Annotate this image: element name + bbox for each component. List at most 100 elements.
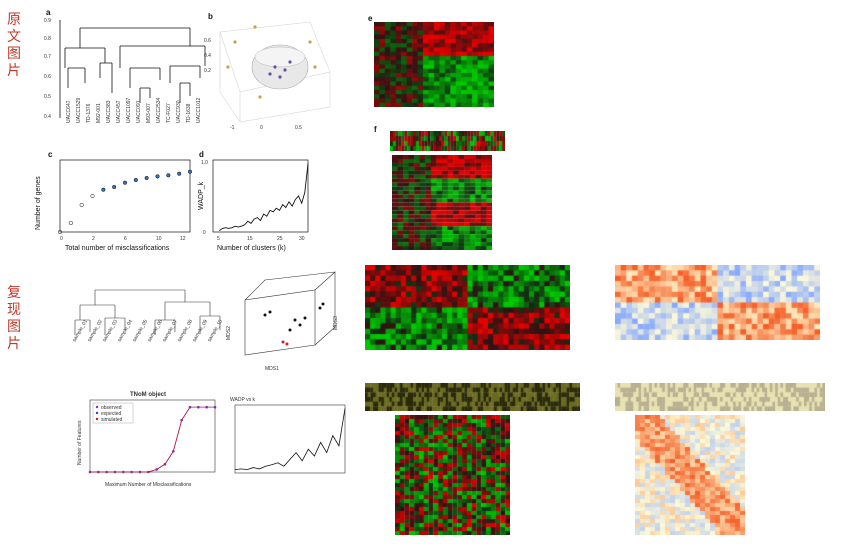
orig-heatmap-f-strip [390, 131, 505, 151]
panel-e-letter: e [368, 14, 373, 23]
c-point [177, 171, 182, 176]
svg-text:0: 0 [203, 230, 206, 236]
svg-text:UACC647: UACC647 [66, 100, 72, 123]
panel-d-letter: d [199, 150, 204, 159]
svg-text:UACC383: UACC383 [106, 100, 112, 123]
d-ylabel: WADP_k [198, 181, 205, 210]
dendrogram-leaf-labels: UACC647 UACC1529 TD-1376 M92-001 UACC383… [66, 97, 202, 123]
svg-text:12: 12 [180, 236, 186, 242]
c-xlabel: Total number of misclassifications [65, 245, 170, 252]
svg-text:observed: observed [101, 405, 122, 411]
repro-heatmap-rg-strip [365, 383, 580, 411]
tnom-title: TNoM object [130, 392, 166, 398]
svg-text:TD-1638: TD-1638 [186, 103, 192, 123]
svg-text:6: 6 [124, 236, 127, 242]
d-series-line [219, 163, 309, 231]
orig-chart-c: Total number of misclassifications Numbe… [35, 159, 193, 252]
orig-dendrogram: UACC647 UACC1529 TD-1376 M92-001 UACC383… [44, 18, 206, 123]
orig-panel-c: c Total number of misclassifications Num… [30, 150, 200, 255]
repro-wadp-panel: WADP vs k [225, 395, 350, 485]
svg-text:0.6: 0.6 [44, 74, 51, 80]
svg-text:0.9: 0.9 [44, 18, 51, 24]
svg-text:UACC930: UACC930 [176, 100, 182, 123]
c-point [79, 202, 84, 208]
panel-c-letter: c [48, 150, 53, 159]
repro-wadp-chart: WADP vs k [230, 397, 346, 474]
svg-text:0.7: 0.7 [44, 54, 51, 60]
svg-text:sample_10: sample_10 [207, 319, 225, 343]
svg-text:TC-F027: TC-F027 [166, 103, 172, 123]
repro-heatmap-rg-bottom [395, 415, 510, 535]
svg-text:MDS3: MDS3 [333, 316, 339, 330]
orig-panel-b: b 0.6 0.4 0.2 -1 0 0.5 [200, 12, 340, 132]
c-ylabel: Number of genes [35, 176, 42, 230]
orig-3d-scatter: 0.6 0.4 0.2 -1 0 0.5 [204, 21, 331, 131]
svg-text:0.4: 0.4 [204, 53, 211, 59]
repro-mds-panel: MDS1 MDS2 MDS3 [225, 270, 355, 380]
svg-text:-1: -1 [230, 125, 235, 131]
d-xlabel: Number of clusters (k) [217, 245, 286, 252]
svg-text:5: 5 [217, 236, 220, 242]
svg-text:0.4: 0.4 [44, 114, 51, 120]
svg-text:UACC091: UACC091 [136, 100, 142, 123]
repro-heatmap-rg-top [365, 265, 570, 350]
orig-panel-f: f [374, 125, 520, 255]
repro-tnom-panel: TNoM object Maximum Number of Misclassif… [75, 390, 225, 490]
wadp-title: WADP vs k [230, 397, 256, 403]
svg-text:simulated: simulated [101, 417, 123, 423]
c-point [101, 187, 106, 192]
orig-panel-d: d Number of clusters (k) WADP_k 0 1.0 5 15 2… [195, 150, 315, 255]
orig-panel-a: a UACC647 UACC1529 TD-1376 M92-001 UACC3… [30, 8, 210, 148]
svg-text:0: 0 [60, 236, 63, 242]
c-point [133, 177, 138, 183]
c-point [155, 174, 160, 179]
svg-text:0.5: 0.5 [295, 125, 302, 131]
svg-text:0.5: 0.5 [44, 94, 51, 100]
panel-b-letter: b [208, 12, 213, 21]
orig-heatmap-e [374, 22, 494, 107]
orig-panel-e: e [368, 14, 518, 109]
svg-text:MDS1: MDS1 [265, 366, 279, 372]
svg-text:0: 0 [260, 125, 263, 131]
svg-text:0.6: 0.6 [204, 38, 211, 44]
panel-a-letter: a [46, 8, 51, 17]
tnom-series-simulated [90, 406, 215, 473]
dendrogram-yticks: 0.4 0.5 0.6 0.7 0.8 0.9 [44, 18, 51, 120]
c-point [112, 184, 117, 190]
svg-text:30: 30 [299, 236, 305, 242]
svg-text:UACC1012: UACC1012 [196, 97, 202, 123]
svg-text:UACC2534: UACC2534 [156, 97, 162, 123]
svg-text:UACC457: UACC457 [116, 100, 122, 123]
svg-text:MDS2: MDS2 [226, 326, 232, 340]
c-point [144, 175, 149, 181]
c-point [166, 173, 171, 178]
svg-text:M93-007: M93-007 [146, 103, 152, 123]
repro-heatmap-rg-panel [365, 265, 585, 545]
svg-text:10: 10 [156, 236, 162, 242]
repro-heatmap-br-bottom [635, 415, 745, 535]
tnom-ylabel: Number of Features [77, 420, 83, 465]
svg-text:UACC1097: UACC1097 [126, 97, 132, 123]
svg-text:0.2: 0.2 [204, 68, 211, 74]
c-point [90, 193, 95, 199]
svg-text:TD-1376: TD-1376 [86, 103, 92, 123]
tnom-legend: observed expected simulated [92, 402, 134, 424]
repro-dendrogram-panel: sample_01 sample_02 sample_03 sample_04 … [55, 280, 230, 380]
svg-text:25: 25 [277, 236, 283, 242]
c-point [122, 180, 128, 185]
panel-f-letter: f [374, 125, 377, 134]
c-point [68, 220, 73, 226]
wadp-series-line [234, 408, 346, 471]
tnom-xlabel: Maximum Number of Misclassifications [105, 482, 192, 488]
repro-heatmap-br-top [615, 265, 820, 340]
orig-chart-d: Number of clusters (k) WADP_k 0 1.0 5 15 25 3… [198, 159, 309, 252]
svg-text:0.8: 0.8 [44, 36, 51, 42]
svg-text:UACC1529: UACC1529 [76, 97, 82, 123]
c-point [187, 169, 193, 174]
svg-text:2: 2 [92, 236, 95, 242]
original-section-label: 原文图片 [7, 12, 21, 79]
repro-heatmap-br-strip [615, 383, 825, 411]
repro-tnom-chart: TNoM object Maximum Number of Misclassif… [77, 392, 217, 488]
svg-text:1.0: 1.0 [201, 160, 208, 166]
repro-heatmap-br-panel [605, 265, 835, 545]
